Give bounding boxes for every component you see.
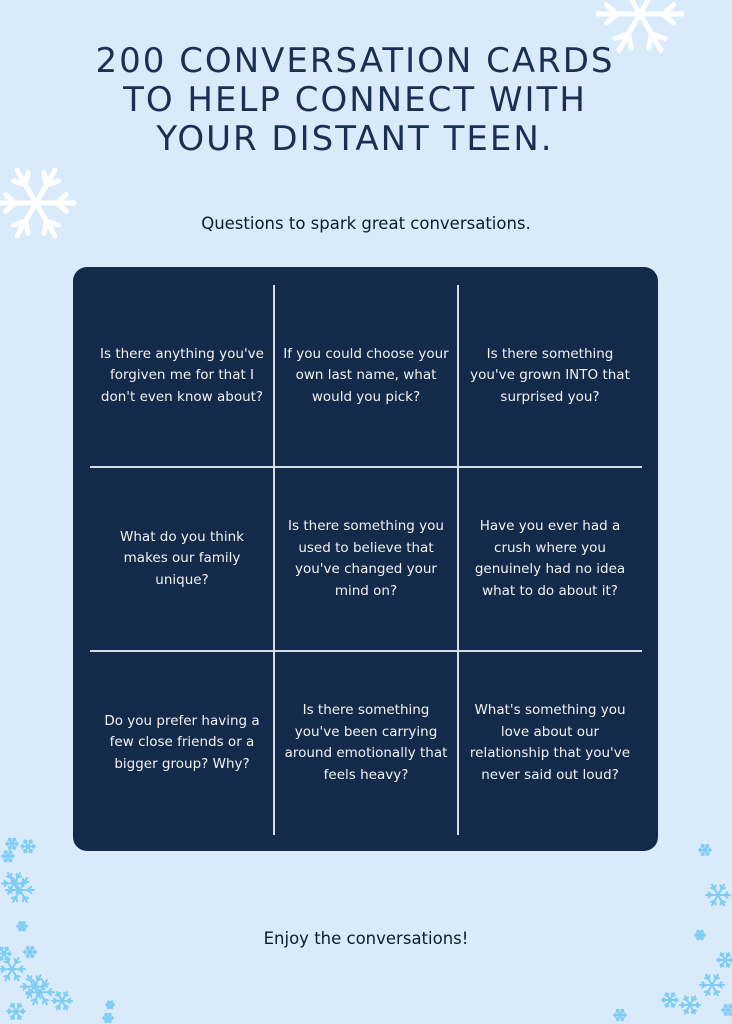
snowflake-icon bbox=[705, 883, 731, 907]
snowflake-icon bbox=[0, 167, 77, 239]
question-card: What do you think makes our family uniqu… bbox=[120, 528, 244, 588]
snowflake-icon bbox=[16, 920, 28, 932]
snowflake-icon bbox=[679, 995, 701, 1015]
question-card: Is there something you've grown INTO tha… bbox=[470, 345, 630, 405]
snowflake-icon bbox=[661, 992, 679, 1008]
grid-divider bbox=[457, 285, 459, 835]
snowflake-icon bbox=[25, 979, 55, 1006]
snowflake-icon bbox=[5, 876, 35, 904]
snowflake-icon bbox=[694, 929, 706, 941]
question-card: What's something you love about our rela… bbox=[469, 702, 631, 783]
grid-divider bbox=[90, 466, 642, 468]
snowflake-icon bbox=[51, 991, 73, 1011]
footer-text: Enjoy the conversations! bbox=[263, 929, 469, 948]
question-card: Is there something you used to believe t… bbox=[288, 518, 444, 599]
question-card: Is there something you've been carrying … bbox=[284, 702, 448, 783]
title-line: 200 CONVERSATION CARDS bbox=[95, 41, 615, 81]
title-line: TO HELP CONNECT WITH bbox=[123, 80, 587, 120]
question-card: If you could choose your own last name, … bbox=[283, 345, 449, 405]
snowflake-icon bbox=[716, 952, 732, 968]
snowflake-icon bbox=[6, 1002, 26, 1021]
question-card: Do you prefer having a few close friends… bbox=[104, 712, 260, 772]
snowflake-icon bbox=[699, 973, 725, 997]
snowflake-icon bbox=[595, 0, 685, 53]
snowflake-icon bbox=[721, 1003, 732, 1017]
subtitle: Questions to spark great conversations. bbox=[201, 214, 531, 233]
question-card: Have you ever had a crush where you genu… bbox=[474, 518, 626, 599]
snowflake-icon bbox=[5, 837, 19, 850]
question-grid: Is there anything you've forgiven me for… bbox=[73, 267, 658, 851]
page-title: 200 CONVERSATION CARDS TO HELP CONNECT W… bbox=[40, 42, 670, 159]
snowflake-icon bbox=[23, 945, 37, 959]
snowflake-icon bbox=[105, 1000, 115, 1010]
question-card: Is there anything you've forgiven me for… bbox=[100, 345, 264, 405]
snowflake-icon bbox=[102, 1012, 114, 1024]
snowflake-icon bbox=[0, 956, 26, 982]
grid-divider bbox=[90, 650, 642, 652]
snowflake-icon bbox=[20, 839, 36, 854]
snowflake-icon bbox=[613, 1008, 627, 1022]
title-line: YOUR DISTANT TEEN. bbox=[156, 119, 554, 159]
snowflake-icon bbox=[698, 843, 712, 857]
snowflake-icon bbox=[1, 850, 15, 863]
grid-divider bbox=[273, 285, 275, 835]
